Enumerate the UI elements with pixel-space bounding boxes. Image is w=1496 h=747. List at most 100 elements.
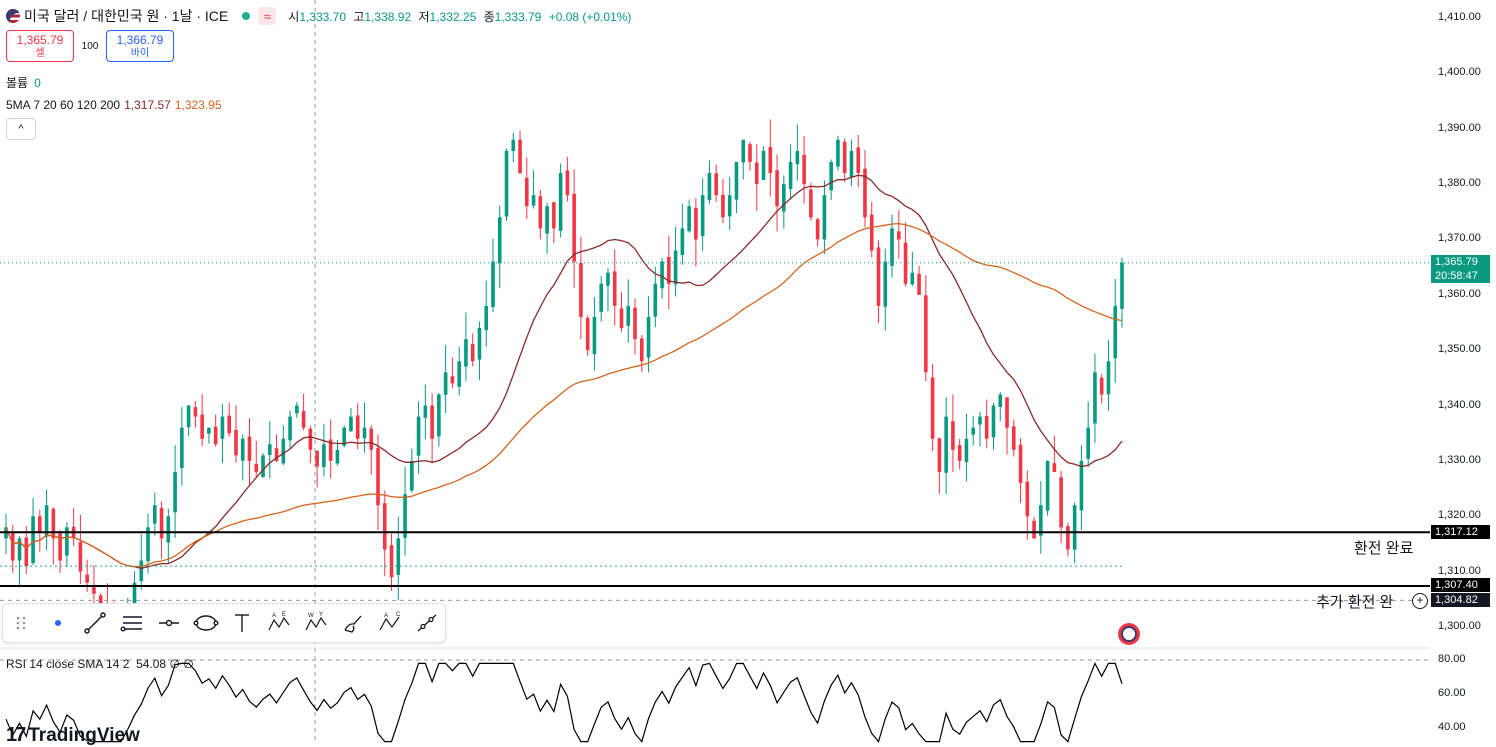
candle-body bbox=[511, 139, 516, 152]
candle-body bbox=[457, 361, 461, 387]
last-price-tag: 1,365.79 bbox=[1431, 255, 1490, 269]
candle-body bbox=[1018, 444, 1023, 484]
symbol-title[interactable]: 미국 달러 / 대한민국 원 · 1날 · ICE bbox=[24, 8, 229, 24]
candle-body bbox=[301, 411, 306, 428]
price-tick: 1,360.00 bbox=[1438, 287, 1481, 300]
candle-body bbox=[944, 416, 948, 473]
candle-body bbox=[700, 195, 705, 236]
candle-body bbox=[761, 150, 766, 180]
collapse-legend-button[interactable]: ^ bbox=[6, 118, 36, 140]
candle-body bbox=[1011, 426, 1016, 450]
candle-body bbox=[545, 206, 549, 234]
candle-body bbox=[166, 516, 171, 543]
candle-body bbox=[186, 405, 191, 428]
rsi-line bbox=[5, 661, 1123, 743]
candle-body bbox=[1072, 505, 1077, 550]
ellipse-icon[interactable] bbox=[187, 604, 224, 642]
candle-body bbox=[1106, 361, 1111, 395]
candle-body bbox=[829, 161, 833, 191]
candle-body bbox=[234, 429, 238, 456]
candle-body bbox=[403, 494, 407, 538]
candle-body bbox=[504, 150, 509, 217]
candle-body bbox=[721, 194, 725, 218]
line2-price-tag: 1,307.40 bbox=[1431, 578, 1490, 592]
candle-body bbox=[592, 316, 597, 355]
candle-body bbox=[903, 242, 908, 284]
candle-body bbox=[362, 427, 367, 439]
candle-body bbox=[376, 448, 380, 506]
candle-body bbox=[146, 527, 150, 562]
text-icon[interactable] bbox=[224, 604, 261, 642]
rsi-legend[interactable]: RSI 14 close SMA 14 2 54.08 ∅ ∅ bbox=[6, 657, 194, 671]
candle-body bbox=[890, 228, 894, 266]
candle-body bbox=[207, 427, 211, 434]
add-alert-icon[interactable]: + bbox=[1412, 593, 1428, 609]
candle-body bbox=[599, 283, 603, 312]
candle-body bbox=[132, 582, 137, 616]
line1-label[interactable]: 환전 완료 bbox=[1354, 540, 1414, 557]
pitchfork-icon[interactable] bbox=[113, 604, 150, 642]
candle-body bbox=[85, 574, 89, 583]
candle-body bbox=[924, 295, 928, 373]
dot-icon[interactable] bbox=[40, 604, 77, 642]
candle-body bbox=[410, 460, 414, 491]
candle-body bbox=[883, 261, 888, 307]
candle-body bbox=[1079, 460, 1084, 511]
candle-body bbox=[396, 538, 401, 575]
candle-body bbox=[389, 545, 394, 578]
price-tick: 1,380.00 bbox=[1438, 177, 1481, 190]
price-tick: 1,370.00 bbox=[1438, 232, 1481, 245]
candle-body bbox=[430, 405, 434, 439]
candle-body bbox=[768, 147, 773, 174]
trend-line-icon[interactable] bbox=[77, 604, 114, 642]
candle-body bbox=[227, 415, 231, 434]
candle-body bbox=[65, 527, 69, 556]
candle-body bbox=[24, 537, 29, 567]
candle-body bbox=[200, 414, 204, 439]
candle-body bbox=[1039, 505, 1043, 536]
ma-line-short bbox=[5, 174, 1123, 569]
candle-body bbox=[1052, 463, 1057, 472]
candle-body bbox=[220, 416, 225, 439]
drag-handle-icon[interactable] bbox=[3, 604, 40, 642]
candle-body bbox=[971, 427, 975, 435]
rsi-tick: 80.00 bbox=[1438, 653, 1466, 665]
candle-body bbox=[626, 305, 631, 326]
candle-body bbox=[558, 173, 563, 231]
ma-legend[interactable]: 5MA 7 20 60 120 200 1,317.57 1,323.95 bbox=[6, 98, 222, 112]
brush-icon[interactable] bbox=[334, 604, 371, 642]
candle-body bbox=[788, 161, 793, 189]
svg-text:A: A bbox=[384, 613, 388, 619]
buy-button[interactable]: 1,366.79 바이 bbox=[106, 30, 174, 62]
horizontal-ray-icon[interactable] bbox=[150, 604, 187, 642]
line2-label[interactable]: 추가 환전 완 bbox=[1316, 594, 1394, 611]
candle-body bbox=[565, 170, 570, 196]
candle-body bbox=[1032, 520, 1036, 539]
candle-body bbox=[193, 407, 198, 417]
chevron-up-icon: ^ bbox=[18, 123, 24, 135]
sell-button[interactable]: 1,365.79 셀 bbox=[6, 30, 74, 62]
volume-legend[interactable]: 볼륨 0 bbox=[6, 76, 41, 90]
candle-body bbox=[863, 168, 867, 218]
svg-text:C: C bbox=[396, 612, 401, 618]
candle-body bbox=[31, 516, 35, 563]
candle-body bbox=[849, 150, 854, 178]
candle-body bbox=[464, 339, 468, 367]
candle-body bbox=[98, 595, 103, 605]
candle-body bbox=[213, 426, 218, 445]
candle-body bbox=[1113, 305, 1118, 359]
candle-body bbox=[667, 256, 671, 284]
candle-body bbox=[1099, 377, 1104, 395]
candle-body bbox=[355, 415, 360, 439]
candle-body bbox=[470, 344, 475, 362]
candle-body bbox=[653, 283, 658, 317]
data-delay-icon[interactable]: ≈ bbox=[258, 7, 277, 25]
candle-body bbox=[484, 305, 489, 331]
path-icon[interactable] bbox=[408, 604, 445, 642]
trade-panel: 1,365.79 셀 100 1,366.79 바이 bbox=[6, 30, 174, 62]
